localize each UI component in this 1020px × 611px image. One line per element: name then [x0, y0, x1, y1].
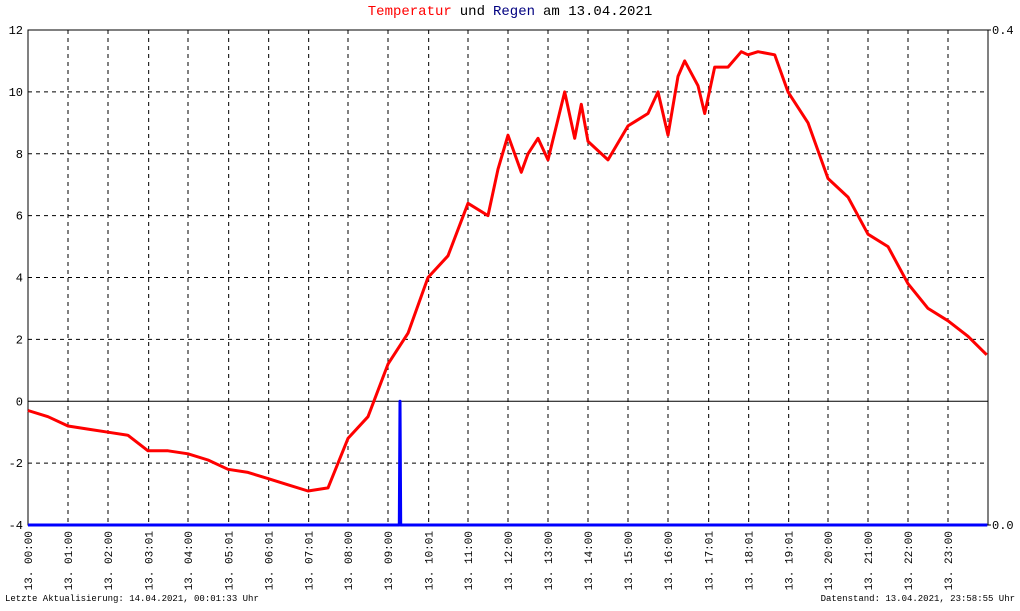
- y-tick-label: 0: [16, 395, 23, 409]
- x-tick-label: 13. 05:01: [225, 531, 237, 591]
- y-tick-label: -2: [9, 457, 23, 471]
- series-line: [27, 50, 988, 493]
- y-tick-label: 12: [9, 24, 23, 38]
- x-tick-label: 13. 13:00: [544, 531, 556, 590]
- x-tick-label: 13. 02:00: [104, 531, 116, 590]
- y-tick-label: 10: [9, 86, 23, 100]
- x-tick-label: 13. 20:00: [824, 531, 836, 590]
- title-part: und: [460, 4, 485, 20]
- x-tick-label: 13. 10:01: [425, 531, 437, 591]
- chart-title: Temperatur und Regen am 13.04.2021: [368, 4, 652, 20]
- footer-left: Letzte Aktualisierung: 14.04.2021, 00:01…: [5, 594, 259, 604]
- y-tick-label: -4: [9, 519, 23, 533]
- x-tick-label: 13. 22:00: [904, 531, 916, 590]
- x-tick-label: 13. 06:01: [265, 531, 277, 591]
- series-line: [28, 399, 988, 527]
- x-tick-label: 13. 01:00: [64, 531, 76, 590]
- y-tick-label: 8: [16, 148, 23, 162]
- x-tick-label: 13. 00:00: [24, 531, 36, 590]
- y2-tick-label: 0.0: [992, 519, 1014, 533]
- x-tick-label: 13. 16:00: [664, 531, 676, 590]
- x-tick-label: 13. 03:01: [145, 531, 157, 591]
- y-tick-label: 4: [16, 272, 23, 286]
- x-tick-label: 13. 17:01: [705, 531, 717, 591]
- footer-right: Datenstand: 13.04.2021, 23:58:55 Uhr: [821, 594, 1015, 604]
- y2-tick-label: 0.4: [992, 24, 1014, 38]
- x-tick-label: 13. 08:00: [344, 531, 356, 590]
- x-tick-label: 13. 09:00: [384, 531, 396, 590]
- x-tick-label: 13. 04:00: [184, 531, 196, 590]
- title-part: am 13.04.2021: [543, 4, 652, 20]
- x-tick-label: 13. 21:00: [864, 531, 876, 590]
- x-tick-label: 13. 23:00: [944, 531, 956, 590]
- x-tick-label: 13. 18:01: [745, 531, 757, 591]
- x-tick-label: 13. 11:00: [464, 531, 476, 590]
- title-part: Temperatur: [368, 4, 452, 20]
- x-tick-label: 13. 15:00: [624, 531, 636, 590]
- y-tick-label: 2: [16, 333, 23, 347]
- title-part: Regen: [493, 4, 535, 20]
- x-tick-label: 13. 19:01: [785, 531, 797, 591]
- y-tick-label: 6: [16, 210, 23, 224]
- x-tick-label: 13. 14:00: [584, 531, 596, 590]
- x-tick-label: 13. 07:01: [305, 531, 317, 591]
- x-tick-label: 13. 12:00: [504, 531, 516, 590]
